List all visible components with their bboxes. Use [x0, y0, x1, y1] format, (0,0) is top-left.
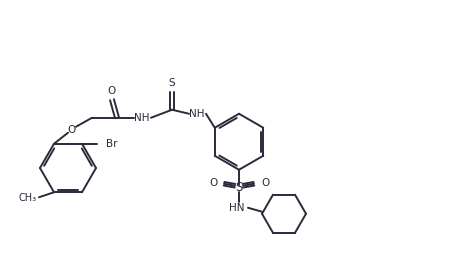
Text: O: O [68, 125, 76, 135]
Text: O: O [209, 178, 217, 188]
Text: S: S [235, 181, 243, 194]
Text: HN: HN [229, 203, 245, 213]
Text: Br: Br [106, 139, 118, 149]
Text: O: O [107, 86, 115, 96]
Text: O: O [261, 178, 269, 188]
Text: CH₃: CH₃ [19, 193, 37, 203]
Text: NH: NH [189, 109, 205, 119]
Text: S: S [169, 78, 175, 88]
Text: NH: NH [134, 113, 150, 123]
